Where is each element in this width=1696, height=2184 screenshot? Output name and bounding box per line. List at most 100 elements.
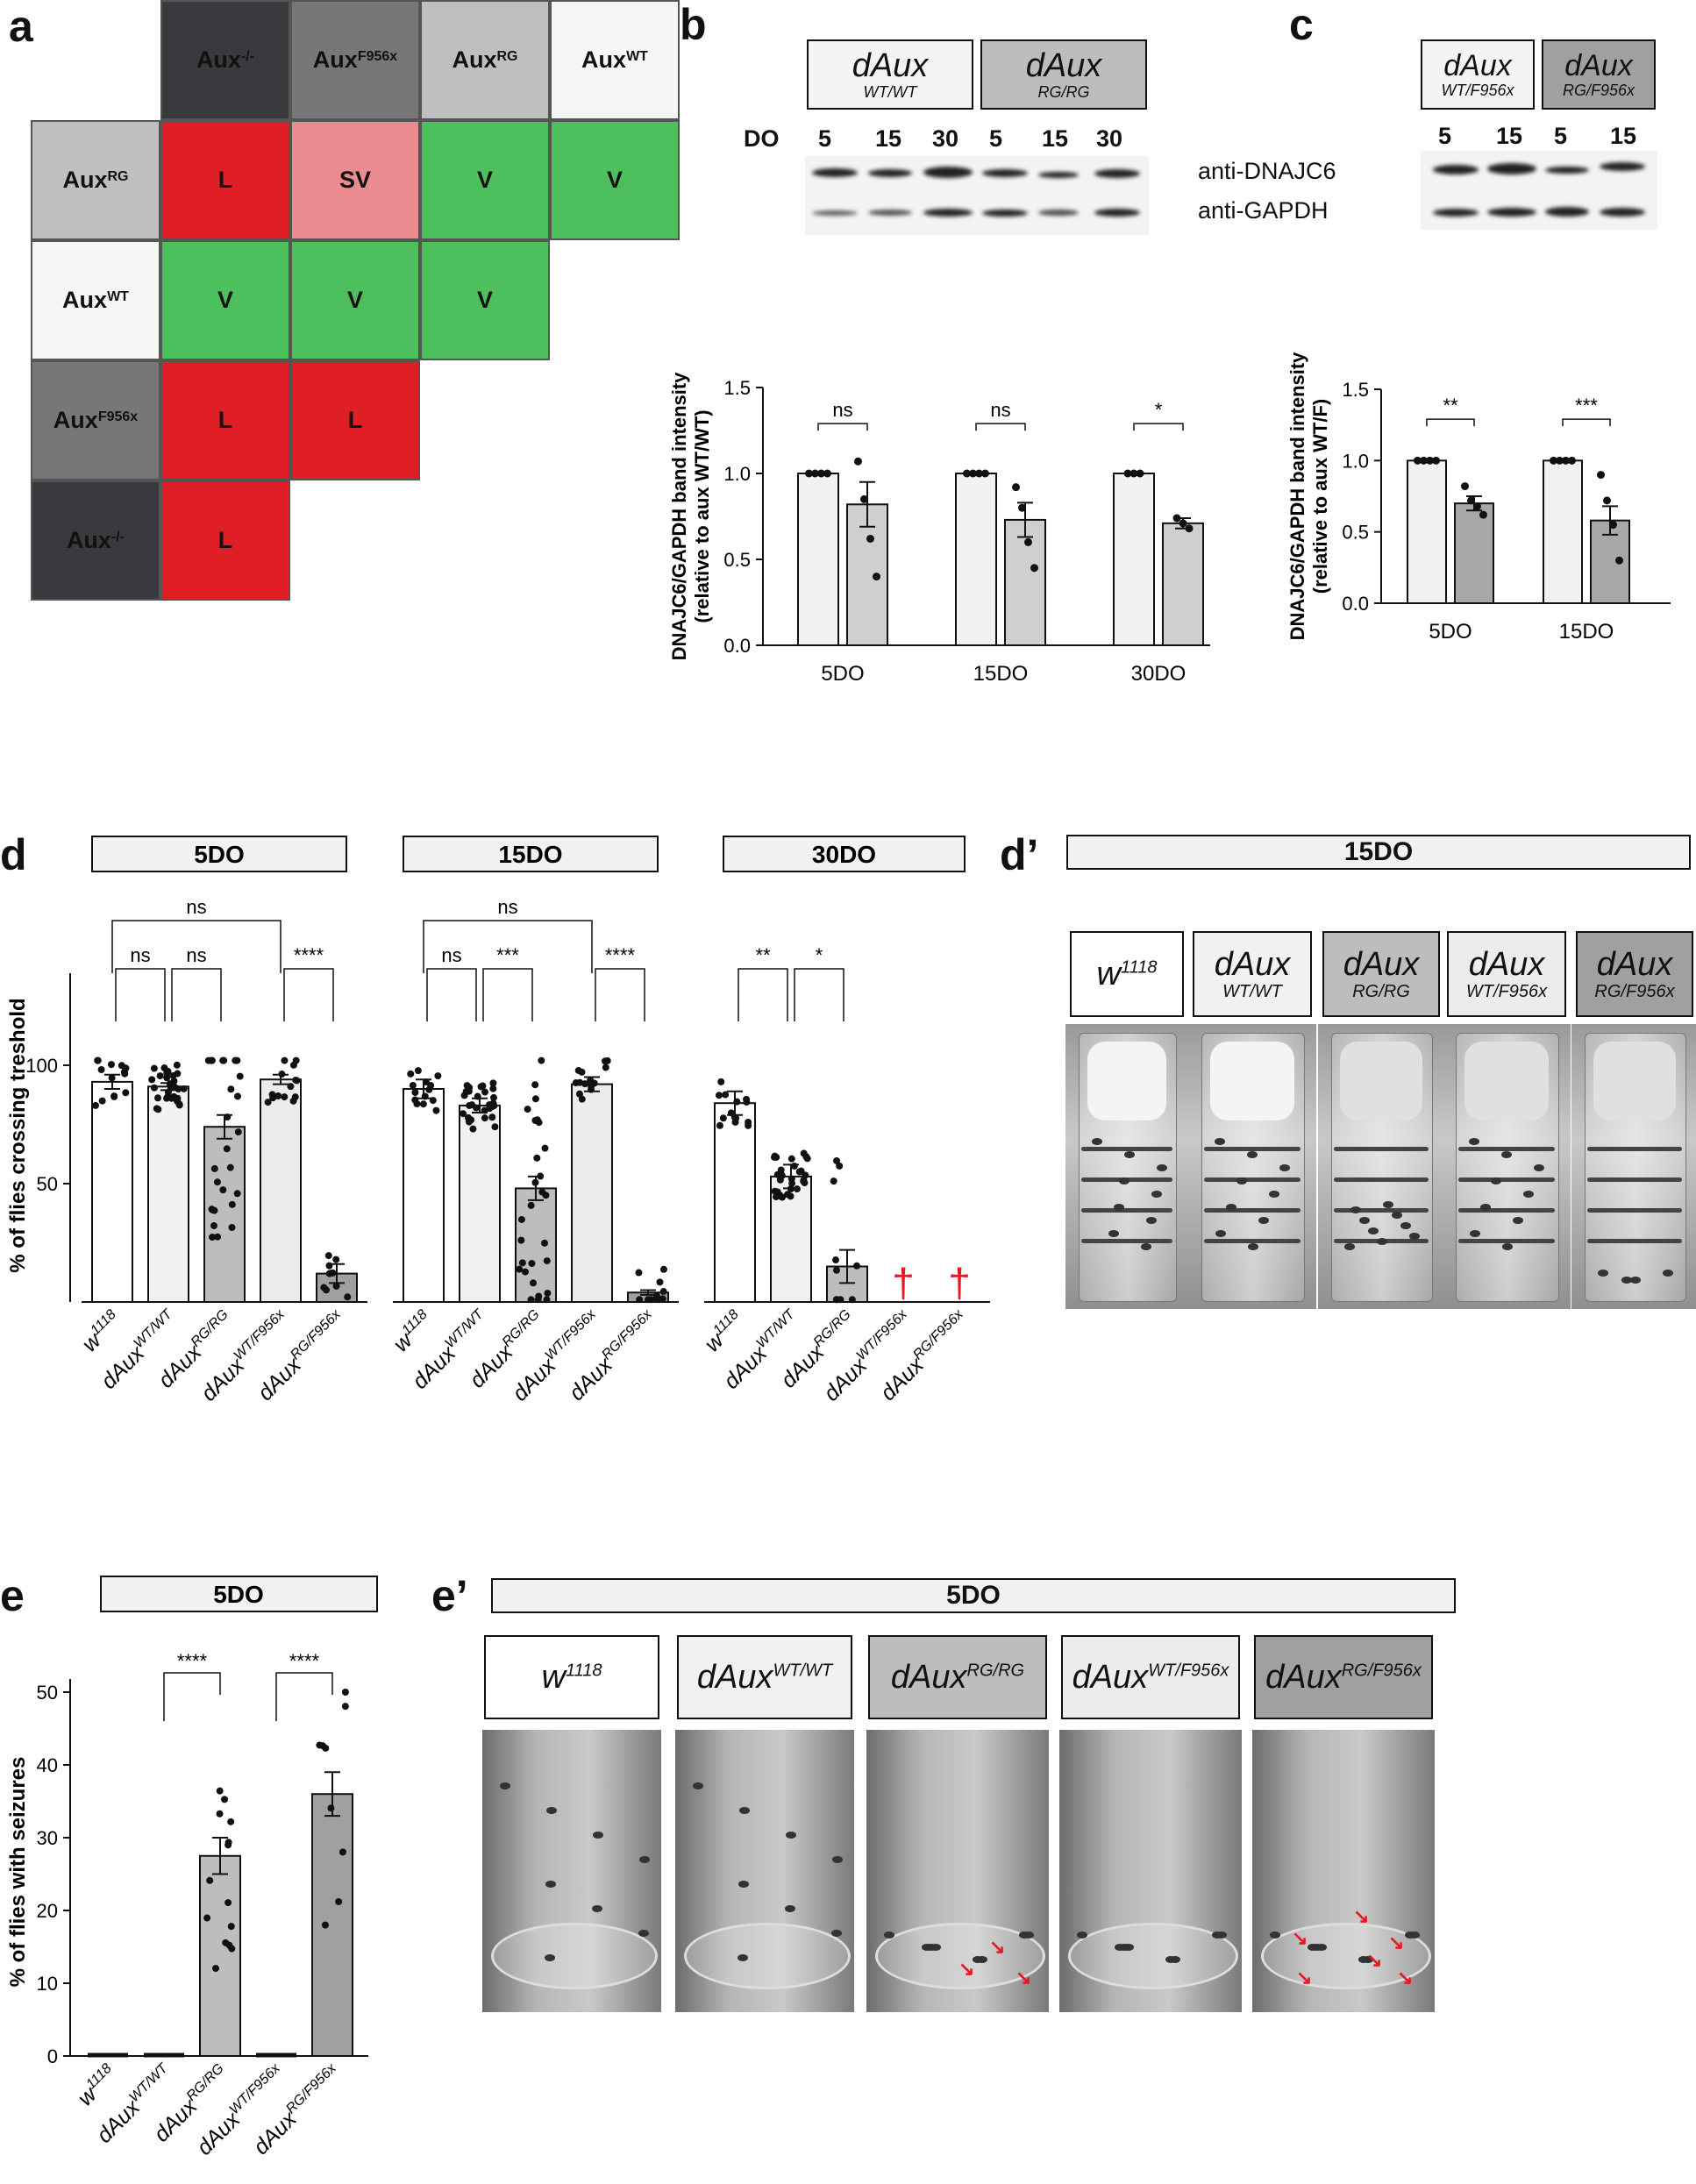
sig-bracket (423, 920, 593, 973)
fly (1630, 1277, 1641, 1284)
data-point (219, 1056, 227, 1064)
cotton-plug (1593, 1042, 1676, 1120)
data-point (1597, 471, 1605, 480)
data-point (489, 1079, 497, 1087)
genotype-box: dAuxRG/F956x (1254, 1635, 1433, 1719)
y-tick-label: 100 (25, 1055, 58, 1077)
x-tick-label: 15DO (973, 662, 1029, 684)
vial-base (875, 1923, 1045, 1989)
data-point (787, 1185, 795, 1193)
seizure-arrow: ↘ (1366, 1949, 1383, 1971)
y-tick-label: 30 (37, 1827, 58, 1849)
grid-cell-v: V (420, 240, 550, 360)
western-blot-c (1421, 151, 1657, 230)
data-point (800, 1177, 808, 1185)
data-point (1172, 514, 1181, 523)
fly (1409, 1233, 1420, 1240)
data-point (226, 1163, 234, 1171)
data-point (727, 1109, 735, 1117)
data-point (481, 1114, 488, 1122)
data-point (854, 457, 862, 466)
data-point (269, 1094, 277, 1102)
data-point (224, 1113, 232, 1121)
data-point (538, 1188, 546, 1196)
sig-bracket (283, 968, 334, 1021)
lane-label: 15 (1496, 123, 1523, 149)
data-point (432, 1106, 440, 1114)
data-point (1185, 524, 1194, 533)
data-point (1609, 521, 1617, 530)
sig-bracket (1426, 418, 1475, 427)
data-point (793, 1185, 801, 1193)
lane-label: 5 (989, 125, 1003, 152)
fly (1400, 1222, 1411, 1229)
fly (786, 1832, 796, 1839)
fly (1621, 1277, 1632, 1284)
data-point (533, 1116, 541, 1124)
vial-base (491, 1923, 658, 1989)
data-point (274, 1092, 282, 1099)
fly (1108, 1230, 1119, 1237)
fly (739, 1807, 750, 1814)
data-point (332, 1256, 340, 1263)
data-point (1420, 456, 1428, 465)
x-tick-label: w1118 (699, 1307, 749, 1357)
data-point (419, 1100, 427, 1108)
data-point (207, 1056, 215, 1064)
data-point (516, 1265, 524, 1273)
data-point (227, 1085, 235, 1093)
sig-label: * (1155, 399, 1163, 421)
fly (1480, 1204, 1491, 1211)
panel-label-d: d (0, 830, 27, 879)
data-point (517, 1236, 525, 1244)
genotype-box: w1118 (1070, 931, 1184, 1017)
data-point (341, 1689, 349, 1696)
bar (1454, 502, 1494, 604)
fly (1469, 1138, 1479, 1145)
genotype-box-wt-f956x: dAux WT/F956x (1421, 39, 1535, 110)
genotype-sub: WT/WT (1222, 982, 1282, 1001)
data-point (153, 1094, 161, 1102)
lane-label: 30 (932, 125, 959, 152)
y-axis-label: % of flies with seizures (6, 1757, 30, 1988)
bar (260, 1078, 302, 1304)
x-tick-label: 5DO (821, 662, 864, 684)
data-point (587, 1085, 595, 1093)
tube-photo (1188, 1024, 1316, 1309)
fly (1115, 1944, 1125, 1951)
sig-bracket (115, 968, 166, 1021)
data-point (795, 1168, 803, 1176)
data-point (773, 1170, 781, 1178)
grid-col-header: Aux -/- (160, 0, 290, 120)
lane-label: 15 (875, 125, 902, 152)
x-tick-label: 5DO (1429, 620, 1472, 644)
data-point (278, 1071, 286, 1078)
data-point (341, 1703, 349, 1711)
dead-cross: † (892, 1260, 915, 1305)
data-point (963, 469, 971, 478)
data-point (169, 1071, 177, 1079)
data-point (537, 1172, 545, 1180)
grid-cell-v: V (420, 120, 550, 240)
genotype-main: w1118 (541, 1659, 602, 1696)
bar (571, 1083, 613, 1303)
data-point (291, 1093, 299, 1101)
data-point (969, 469, 977, 478)
fly (1405, 1931, 1415, 1939)
bar (1004, 518, 1046, 646)
grid-col-header: Aux F956x (290, 0, 420, 120)
vial-base (684, 1923, 851, 1989)
group-title: 30DO (812, 841, 876, 868)
data-point (981, 469, 989, 478)
y-tick-label: 1.0 (723, 463, 751, 485)
data-point (1556, 456, 1564, 465)
data-point (1467, 496, 1475, 505)
fly (1236, 1177, 1247, 1184)
data-point (94, 1056, 102, 1064)
data-point (1129, 469, 1138, 478)
sig-bracket (163, 1672, 221, 1721)
genotype-main: dAux (1596, 946, 1673, 983)
data-point (481, 1088, 488, 1096)
